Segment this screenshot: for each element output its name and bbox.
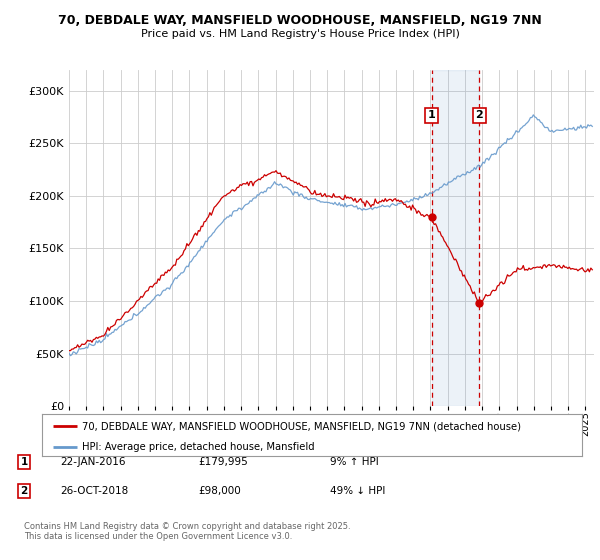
- Text: 2: 2: [475, 110, 483, 120]
- Text: 2: 2: [20, 486, 28, 496]
- Text: 9% ↑ HPI: 9% ↑ HPI: [330, 457, 379, 467]
- Text: £98,000: £98,000: [198, 486, 241, 496]
- Text: 1: 1: [20, 457, 28, 467]
- Text: 22-JAN-2016: 22-JAN-2016: [60, 457, 125, 467]
- Text: Price paid vs. HM Land Registry's House Price Index (HPI): Price paid vs. HM Land Registry's House …: [140, 29, 460, 39]
- Text: 26-OCT-2018: 26-OCT-2018: [60, 486, 128, 496]
- Text: 70, DEBDALE WAY, MANSFIELD WOODHOUSE, MANSFIELD, NG19 7NN: 70, DEBDALE WAY, MANSFIELD WOODHOUSE, MA…: [58, 14, 542, 27]
- Text: £179,995: £179,995: [198, 457, 248, 467]
- Text: Contains HM Land Registry data © Crown copyright and database right 2025.
This d: Contains HM Land Registry data © Crown c…: [24, 522, 350, 542]
- Text: 1: 1: [428, 110, 436, 120]
- Text: HPI: Average price, detached house, Mansfield: HPI: Average price, detached house, Mans…: [83, 442, 315, 452]
- Text: 49% ↓ HPI: 49% ↓ HPI: [330, 486, 385, 496]
- Bar: [431, 70, 479, 406]
- Text: 70, DEBDALE WAY, MANSFIELD WOODHOUSE, MANSFIELD, NG19 7NN (detached house): 70, DEBDALE WAY, MANSFIELD WOODHOUSE, MA…: [83, 421, 521, 431]
